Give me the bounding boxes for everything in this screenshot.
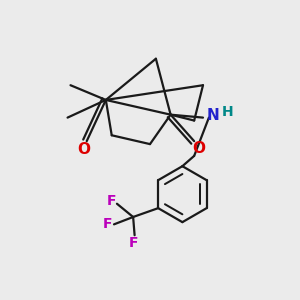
Text: F: F	[128, 236, 138, 250]
Text: F: F	[106, 194, 116, 208]
Text: N: N	[206, 108, 219, 123]
Text: O: O	[77, 142, 90, 158]
Text: F: F	[103, 217, 112, 231]
Text: O: O	[192, 141, 205, 156]
Text: H: H	[221, 105, 233, 119]
